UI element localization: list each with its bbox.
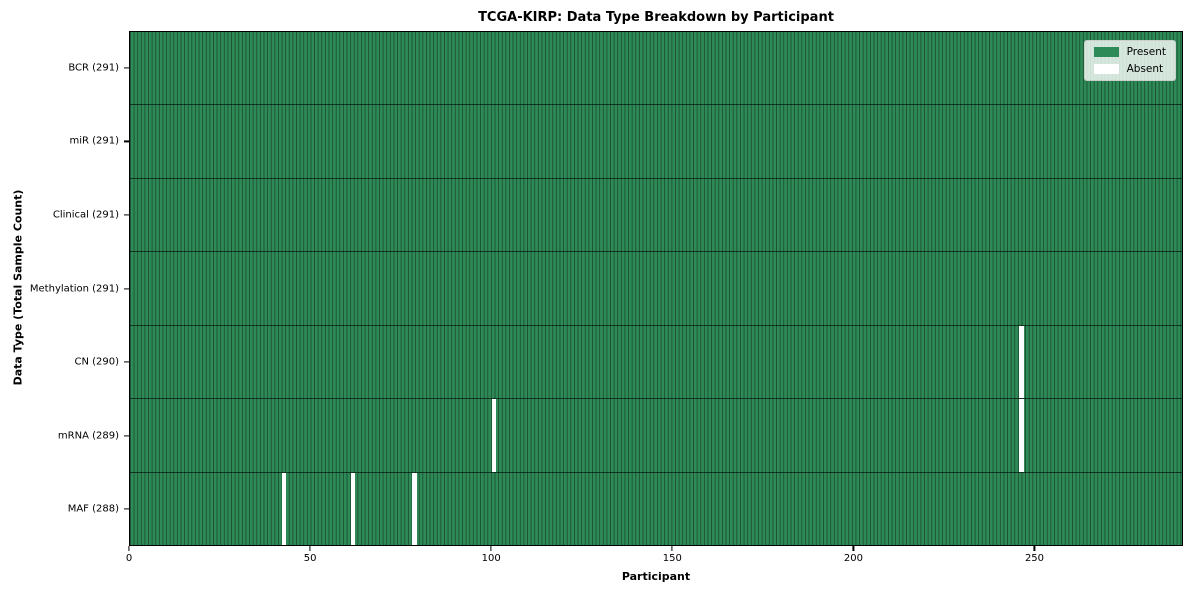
y-tick-label: CN (290) xyxy=(74,356,119,368)
y-tick-mark xyxy=(124,508,129,510)
absent-swatch-icon xyxy=(1093,63,1119,74)
plot-area: Present Absent xyxy=(129,31,1183,546)
y-tick-mark xyxy=(124,140,129,142)
x-tick-mark xyxy=(852,546,854,551)
x-tick-label: 150 xyxy=(662,553,682,564)
legend-entry-present: Present xyxy=(1093,46,1166,58)
absent-mark xyxy=(411,472,417,545)
y-tick-label: BCR (291) xyxy=(68,62,119,74)
absent-mark xyxy=(281,472,287,545)
x-tick-label: 50 xyxy=(303,553,317,564)
y-tick-mark xyxy=(124,435,129,437)
y-tick-label: miR (291) xyxy=(69,135,119,147)
x-tick-mark xyxy=(1033,546,1036,551)
x-tick-mark xyxy=(128,546,130,551)
y-tick-label: Methylation (291) xyxy=(29,283,119,294)
present-swatch-icon xyxy=(1093,47,1119,58)
absent-mark xyxy=(350,472,356,545)
legend-entry-absent: Absent xyxy=(1093,62,1166,75)
y-tick-mark xyxy=(124,67,129,69)
chart-title: TCGA-KIRP: Data Type Breakdown by Partic… xyxy=(478,10,834,25)
x-tick-label: 100 xyxy=(481,553,501,564)
x-tick-label: 250 xyxy=(1024,553,1045,564)
absent-mark xyxy=(1019,325,1024,399)
x-tick-label: 200 xyxy=(843,553,863,564)
heatmap-row-mrna xyxy=(130,399,1182,473)
x-tick-label: 0 xyxy=(125,553,133,564)
legend-label: Present xyxy=(1126,46,1166,58)
heatmap-row-methylation xyxy=(130,252,1182,326)
y-tick-label: Clinical (291) xyxy=(52,209,119,221)
absent-mark xyxy=(491,399,497,472)
heatmap-row-bcr xyxy=(130,32,1182,106)
y-axis: BCR (291) miR (291) Clinical (291) Methylat… xyxy=(0,31,129,546)
x-tick-mark xyxy=(309,546,311,551)
x-axis: 0 50 100 150 200 250 xyxy=(125,546,1183,568)
y-tick-mark xyxy=(124,287,129,290)
x-tick-mark xyxy=(671,546,673,551)
heatmap-row-clinical xyxy=(130,178,1182,253)
y-tick-label: MAF (288) xyxy=(67,503,119,515)
heatmap-row-maf xyxy=(130,472,1182,545)
y-tick-mark xyxy=(124,214,129,216)
x-tick-mark xyxy=(490,546,492,551)
absent-mark xyxy=(1019,399,1024,472)
y-tick-mark xyxy=(124,361,129,363)
legend: Present Absent xyxy=(1083,40,1176,81)
heatmap-row-cn xyxy=(130,325,1182,400)
legend-label: Absent xyxy=(1126,62,1164,75)
y-tick-label: mRNA (289) xyxy=(57,430,119,442)
x-axis-label: Participant xyxy=(621,570,691,583)
heatmap-row-mir xyxy=(130,105,1182,179)
